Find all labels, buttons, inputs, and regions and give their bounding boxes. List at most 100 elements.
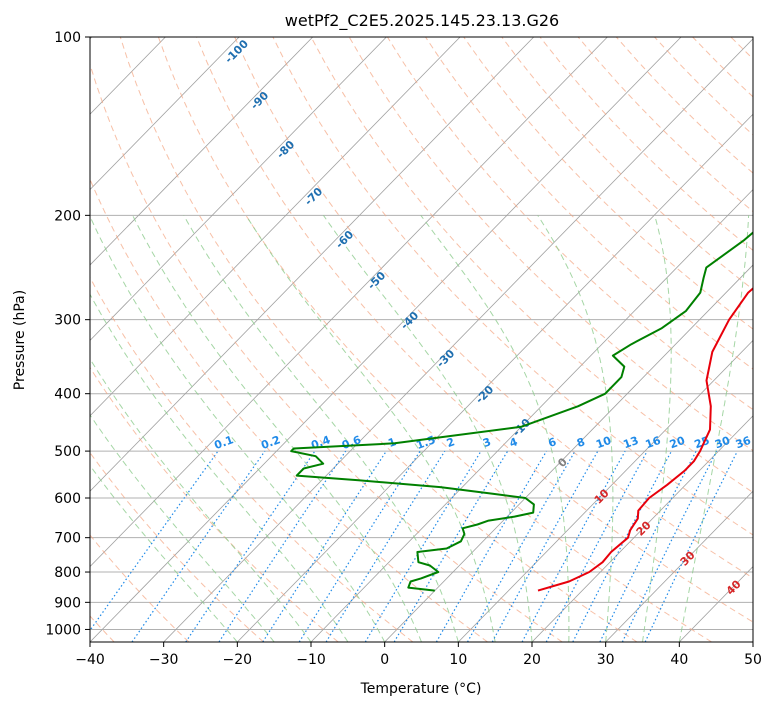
isotherm-line — [90, 37, 535, 492]
mixing-ratio-label: 13 — [622, 434, 641, 451]
x-tick-label: 20 — [523, 652, 541, 668]
isotherm-line — [458, 339, 753, 642]
dry-adiabat-line — [348, 37, 753, 452]
x-tick-label: −30 — [149, 652, 179, 668]
x-axis-title: Temperature (°C) — [360, 681, 482, 697]
x-tick-label: −10 — [296, 652, 326, 668]
mixing-ratio-line — [545, 450, 648, 642]
x-tick-label: −40 — [75, 652, 105, 668]
mixing-ratio-line — [491, 450, 599, 642]
background-lines — [90, 37, 775, 642]
mixing-ratio-label: 8 — [575, 435, 587, 450]
dry-adiabat-label: 0 — [555, 455, 570, 470]
chart-title: wetPf2_C2E5.2025.145.23.13.G26 — [285, 11, 559, 31]
dry-adiabat-label: -70 — [302, 185, 325, 208]
dry-adiabat-line — [425, 37, 753, 370]
mixing-ratio-line — [185, 450, 316, 642]
x-tick-label: 50 — [744, 652, 762, 668]
dry-adiabat-line — [463, 37, 753, 330]
isotherm-line — [310, 189, 753, 642]
y-tick-label: 400 — [54, 387, 81, 403]
isotherm-line — [90, 37, 240, 191]
isotherm-line — [605, 490, 753, 642]
dry-adiabat-line — [90, 451, 264, 642]
moist-adiabat-line — [420, 215, 570, 642]
mixing-ratio-label: 1.5 — [415, 433, 438, 452]
mixing-ratio-line — [262, 450, 387, 642]
moist-adiabat-line — [537, 215, 614, 642]
y-axis: 100 200 300 400 500 600 700 800 900 1000 — [45, 30, 90, 638]
dry-adiabat-line — [90, 178, 488, 642]
moist-adiabat-line — [90, 215, 386, 642]
mixing-ratio-label: 4 — [508, 435, 520, 450]
profiles — [290, 231, 753, 592]
y-tick-label: 300 — [54, 313, 81, 329]
y-tick-label: 100 — [54, 30, 81, 46]
dry-adiabat-label: -80 — [274, 138, 297, 161]
contour-labels: -100-90-80-70-60-50-40-30-20-10010203040… — [212, 37, 752, 598]
y-tick-label: 800 — [54, 565, 81, 581]
moist-adiabat-line — [90, 414, 275, 642]
dry-adiabat-line — [234, 37, 753, 579]
y-tick-label: 900 — [54, 595, 81, 611]
isotherm-line — [679, 566, 753, 642]
moist-adiabat-line — [678, 215, 750, 642]
plot-frame — [89, 36, 754, 643]
moist-adiabat-line — [322, 215, 533, 642]
moist-adiabat-line — [183, 215, 459, 642]
dry-adiabat-line — [196, 37, 753, 623]
isotherm-line — [163, 38, 753, 642]
dry-adiabat-line — [119, 37, 638, 642]
dry-adiabat-label: -90 — [248, 89, 271, 112]
isotherm-line — [237, 113, 753, 642]
dry-adiabat-label: -20 — [473, 383, 496, 406]
mixing-ratio-line — [521, 450, 626, 642]
x-tick-label: −20 — [223, 652, 253, 668]
dry-adiabat-line — [386, 37, 753, 411]
x-tick-label: 0 — [380, 652, 389, 668]
isotherm-line — [90, 37, 682, 642]
moist-adiabat-line — [642, 215, 672, 642]
moist-adiabat-line — [90, 357, 312, 642]
moist-adiabat-line — [90, 293, 349, 642]
dry-adiabat-line — [769, 37, 775, 642]
dry-adiabat-line — [692, 37, 753, 98]
mixing-ratio-label: 0.1 — [212, 433, 235, 452]
dry-adiabat-label: -40 — [398, 309, 421, 332]
mixing-ratio-line — [435, 450, 548, 642]
mixing-ratio-line — [90, 450, 219, 632]
dry-adiabat-line — [157, 37, 712, 642]
mixing-ratio-line — [466, 450, 576, 642]
mixing-ratio-line — [364, 450, 482, 642]
y-tick-label: 600 — [54, 491, 81, 507]
isotherm-line — [384, 264, 753, 642]
mixing-ratio-line — [298, 450, 421, 642]
mixing-ratio-label: 16 — [644, 434, 663, 452]
mixing-ratio-line — [572, 450, 673, 642]
mixing-ratio-label: 3 — [481, 435, 493, 450]
mixing-ratio-line — [131, 450, 266, 642]
mixing-ratio-line — [599, 450, 697, 642]
x-axis: −40 −30 −20 −10 0 10 20 30 40 50 — [75, 642, 762, 668]
moist-adiabat-line — [90, 464, 238, 642]
mixing-ratio-line — [644, 450, 738, 642]
moist-adiabat-line — [132, 215, 422, 642]
dry-adiabat-line — [90, 276, 414, 642]
dry-adiabat-label: -100 — [222, 37, 251, 66]
y-axis-title: Pressure (hPa) — [12, 290, 28, 390]
x-tick-label: 30 — [597, 652, 615, 668]
dry-adiabat-line — [272, 37, 753, 536]
dry-adiabat-line — [90, 534, 190, 642]
mixing-ratio-line — [621, 450, 718, 642]
dry-adiabat-line — [654, 37, 753, 136]
isotherm-line — [90, 37, 461, 417]
mixing-ratio-label: 0.2 — [259, 433, 282, 452]
x-tick-label: 40 — [670, 652, 688, 668]
dewpoint-line — [290, 231, 753, 592]
mixing-ratio-label: 36 — [734, 434, 753, 452]
isotherm-line — [90, 37, 608, 568]
mixing-ratio-label: 6 — [547, 435, 559, 450]
x-tick-label: 10 — [449, 652, 467, 668]
y-tick-label: 700 — [54, 531, 81, 547]
dry-adiabat-line — [310, 37, 753, 494]
